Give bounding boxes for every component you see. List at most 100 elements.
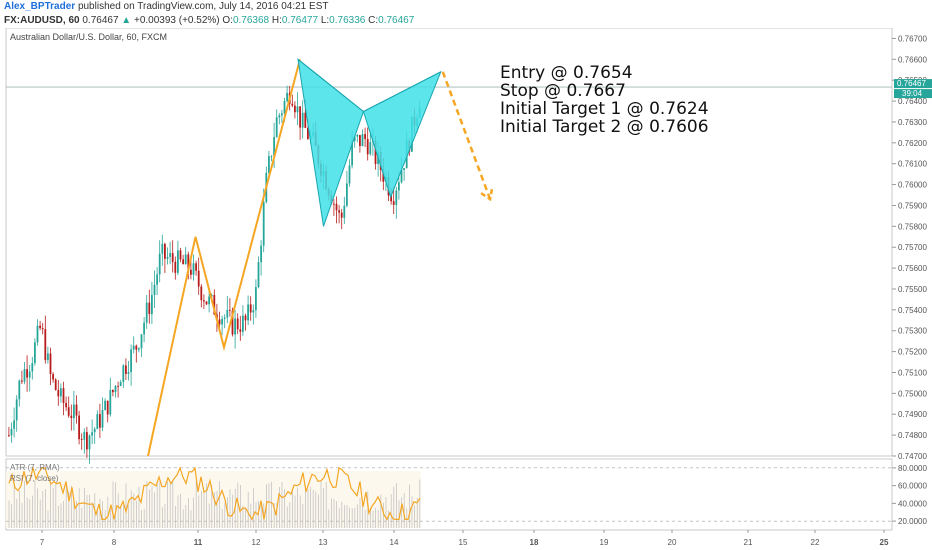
candle-body — [47, 353, 49, 361]
candle-body — [31, 363, 34, 372]
candle-body — [106, 400, 109, 415]
candle-body — [67, 407, 70, 416]
open-label: O: — [222, 15, 233, 26]
candle-body — [174, 261, 177, 273]
y-tick-label: 0.75900 — [898, 201, 927, 210]
candle-body — [112, 390, 114, 393]
candle-body — [195, 263, 197, 271]
candle-body — [369, 142, 372, 155]
candle-body — [187, 254, 190, 270]
y-tick-label: 0.75200 — [898, 348, 927, 357]
candle-body — [86, 432, 88, 450]
candle-body — [244, 315, 247, 321]
candle-body — [335, 203, 338, 211]
y-tick-label: 0.75300 — [898, 327, 927, 336]
y-tick-label: 0.76100 — [898, 160, 927, 169]
candle-body — [151, 295, 153, 315]
candle-body — [255, 287, 257, 311]
candle-body — [307, 127, 309, 139]
candle-body — [236, 318, 239, 330]
y-tick-label: 0.75000 — [898, 389, 927, 398]
candle-body — [143, 322, 145, 335]
candle-body — [291, 103, 294, 106]
x-tick-label: 15 — [459, 538, 468, 547]
candle-body — [304, 112, 307, 128]
candle-body — [366, 138, 369, 155]
candle-body — [348, 165, 351, 184]
candle-body — [75, 404, 78, 416]
candle-body — [80, 439, 83, 440]
zigzag-line — [147, 59, 301, 457]
candle-body — [286, 92, 288, 102]
target1-text: Initial Target 1 @ 0.7624 — [500, 99, 709, 119]
candle-body — [190, 269, 192, 275]
close-label: C: — [368, 15, 379, 26]
candle-body — [213, 295, 216, 315]
candle-body — [15, 399, 18, 421]
candle-body — [200, 286, 203, 301]
candle-body — [403, 168, 405, 170]
candle-body — [296, 106, 299, 113]
candle-body — [164, 243, 166, 259]
candle-body — [226, 309, 229, 318]
x-tick-label: 22 — [811, 538, 820, 547]
candle-body — [392, 201, 395, 205]
candle-body — [283, 101, 286, 114]
candle-body — [278, 115, 281, 118]
price-badge — [894, 79, 932, 89]
last-price: 0.76467 — [82, 15, 119, 26]
candle-body — [34, 342, 36, 364]
candle-body — [197, 270, 200, 287]
candle-body — [158, 253, 161, 275]
y-tick-label: 0.75500 — [898, 285, 927, 294]
y-tick-label: 0.76600 — [898, 55, 927, 64]
candle-body — [356, 134, 359, 137]
candle-body — [36, 325, 39, 343]
candle-body — [166, 256, 169, 259]
candle-body — [179, 250, 182, 260]
x-tick-label: 7 — [40, 538, 45, 547]
stop-text: Stop @ 0.7667 — [500, 81, 626, 101]
change-value: +0.00393 (+0.52%) — [133, 15, 220, 26]
main-pane-frame — [5, 28, 893, 457]
candle-body — [65, 402, 67, 408]
high-label: H: — [271, 15, 282, 26]
candle-body — [114, 385, 117, 393]
symbol-line: FX:AUDUSD, 60 0.76467 ▲ +0.00393 (+0.52%… — [4, 14, 414, 28]
candle-body — [127, 372, 130, 374]
candle-body — [294, 105, 296, 113]
candle-body — [260, 245, 262, 263]
candle-body — [109, 390, 112, 415]
chart-title: Australian Dollar/U.S. Dollar, 60, FXCM — [10, 32, 167, 42]
ind-y-tick-label: 20.0000 — [898, 517, 927, 526]
candle-body — [361, 134, 364, 146]
candle-body — [8, 435, 10, 436]
author-link[interactable]: Alex_BPTrader — [4, 1, 76, 12]
candle-body — [382, 169, 385, 182]
candle-body — [140, 334, 143, 349]
y-tick-label: 0.74900 — [898, 410, 927, 419]
ind-y-tick-label: 60.0000 — [898, 482, 927, 491]
candle-body — [398, 182, 400, 191]
candle-body — [83, 432, 86, 440]
candle-body — [70, 415, 73, 419]
atr-legend: ATR (7, RMA) — [10, 463, 60, 472]
close-value: 0.76467 — [378, 15, 415, 26]
candle-body — [52, 374, 54, 380]
candle-body — [60, 388, 62, 397]
candle-body — [177, 250, 179, 273]
candle-body — [270, 155, 273, 157]
x-tick-label: 14 — [390, 538, 399, 547]
candle-body — [281, 113, 283, 116]
candle-body — [161, 243, 164, 254]
x-tick-label: 20 — [668, 538, 677, 547]
x-tick-label: 11 — [194, 538, 203, 547]
candle-body — [374, 140, 377, 164]
candle-body — [299, 106, 301, 128]
candle-body — [333, 203, 335, 205]
rsi-legend: RSI (7, close) — [10, 474, 59, 483]
chart-canvas[interactable]: Australian Dollar/U.S. Dollar, 60, FXCM 0… — [0, 28, 932, 550]
candle-body — [223, 317, 226, 319]
y-tick-label: 0.76400 — [898, 97, 927, 106]
candle-body — [192, 263, 195, 275]
